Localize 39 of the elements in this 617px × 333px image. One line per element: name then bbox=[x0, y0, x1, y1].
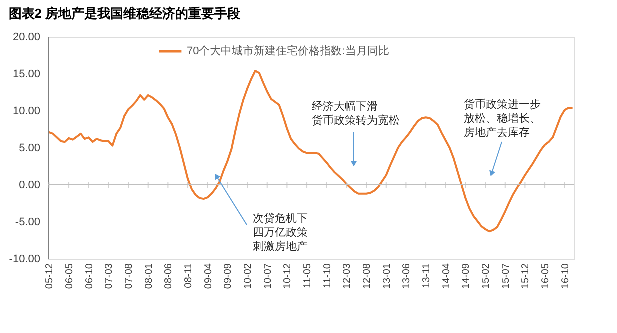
x-tick-label: 15-02 bbox=[481, 263, 492, 290]
x-tick-label: 06-10 bbox=[84, 263, 96, 290]
y-tick-label: 10.00 bbox=[12, 106, 40, 118]
x-tick-label: 12-08 bbox=[362, 263, 374, 290]
x-tick-label: 13-06 bbox=[402, 263, 413, 290]
annotation: 经济大幅下滑货币政策转为宽松 bbox=[312, 100, 400, 127]
annotation: 货币政策进一步放松、稳增长、房地产去库存 bbox=[464, 98, 541, 139]
x-tick-label: 16-10 bbox=[560, 263, 572, 290]
x-tick-label: 10-07 bbox=[262, 263, 274, 290]
x-tick-label: 13-11 bbox=[422, 263, 433, 288]
x-tick-label: 12-03 bbox=[342, 263, 354, 290]
x-tick-label: 11-10 bbox=[322, 263, 334, 288]
x-tick-label: 09-04 bbox=[203, 263, 214, 290]
chart-title: 图表2 房地产是我国维稳经济的重要手段 bbox=[8, 6, 242, 21]
y-tick-label: 20.00 bbox=[12, 32, 40, 44]
x-tick-label: 07-03 bbox=[104, 263, 116, 290]
legend-label: 70个大中城市新建住宅价格指数:当月同比 bbox=[187, 44, 390, 58]
x-tick-label: 10-02 bbox=[243, 263, 254, 290]
x-tick-label: 15-07 bbox=[500, 263, 512, 290]
x-tick-label: 08-01 bbox=[144, 263, 155, 290]
y-tick-label: 15.00 bbox=[12, 68, 40, 80]
x-tick-label: 15-12 bbox=[520, 263, 532, 290]
y-tick-label: 0.00 bbox=[19, 180, 40, 192]
x-tick-label: 06-05 bbox=[64, 263, 76, 290]
x-tick-label: 05-12 bbox=[44, 263, 56, 290]
y-tick-label: -10.00 bbox=[9, 254, 40, 266]
annotation: 次贷危机下四万亿政策刺激房地产 bbox=[253, 212, 308, 253]
x-tick-label: 11-05 bbox=[302, 263, 314, 288]
x-tick-label: 07-08 bbox=[124, 263, 136, 290]
x-tick-label: 08-06 bbox=[164, 263, 175, 290]
x-tick-label: 13-01 bbox=[382, 263, 393, 290]
x-tick-label: 14-09 bbox=[461, 263, 472, 290]
x-tick-label: 08-11 bbox=[184, 263, 195, 288]
x-tick-label: 14-04 bbox=[441, 263, 452, 290]
x-tick-label: 10-12 bbox=[282, 263, 294, 290]
y-tick-label: 5.00 bbox=[19, 142, 40, 154]
x-tick-label: 16-05 bbox=[540, 263, 552, 290]
y-tick-label: -5.00 bbox=[15, 216, 40, 228]
x-tick-label: 09-09 bbox=[223, 263, 234, 290]
